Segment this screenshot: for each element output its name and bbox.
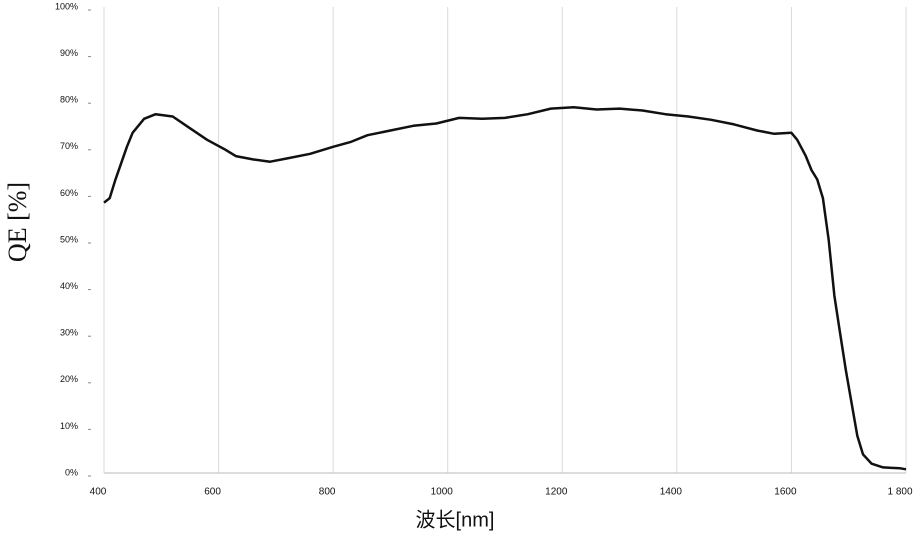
x-axis-label: 波长[nm] <box>416 508 495 531</box>
y-tick-label: 40% <box>60 281 78 291</box>
y-tick-label: 10% <box>60 421 78 431</box>
y-tick-label: 80% <box>60 95 78 105</box>
x-tick-label: 400 <box>90 487 107 498</box>
qe-line <box>103 105 907 471</box>
x-tick-label: 1000 <box>431 487 454 498</box>
y-tick-label: 0% <box>65 467 78 477</box>
y-tick-label: 30% <box>60 328 78 338</box>
y-tick-label: 60% <box>60 188 78 198</box>
x-tick-label: 800 <box>319 487 336 498</box>
x-tick-label: 1 800 <box>887 487 912 498</box>
y-tick-label: 70% <box>60 141 78 151</box>
x-tick-label: 1400 <box>660 487 683 498</box>
y-tick-label: 50% <box>60 234 78 244</box>
x-tick-label: 1200 <box>545 487 568 498</box>
x-tick-label: 600 <box>204 487 221 498</box>
x-tick-label: 1600 <box>774 487 797 498</box>
y-tick-label: 20% <box>60 374 78 384</box>
y-tick-label: 100% <box>55 1 78 11</box>
y-axis-label: QE [%] <box>3 182 32 262</box>
y-tick-label: 90% <box>60 48 78 58</box>
